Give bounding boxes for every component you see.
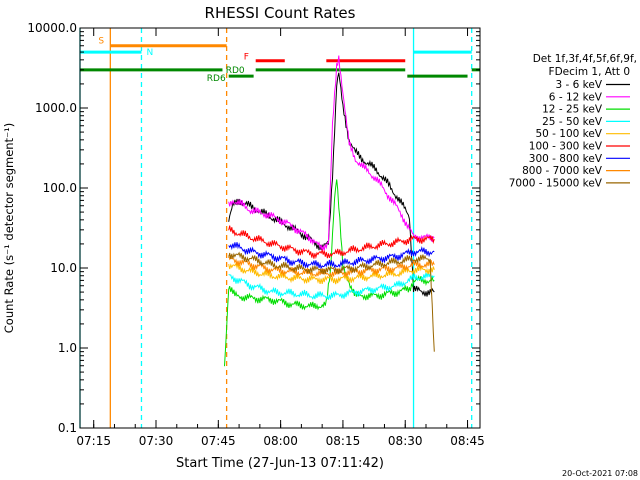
legend-entry-label-2: 12 - 25 keV — [542, 104, 603, 116]
axis-ticks: 07:15 07:30 07:45 08:00 08:15 08:30 08:45 0.1 1.… — [27, 21, 484, 448]
legend-header-1: FDecim 1, Att 0 — [549, 66, 630, 78]
series-line-1 — [228, 55, 435, 252]
x-axis-label: Start Time (27-Jun-13 07:11:42) — [176, 456, 384, 471]
y-tick-label-4: 1000.0 — [35, 101, 77, 115]
legend-header-0: Det 1f,3f,4f,5f,6f,9f, — [533, 53, 637, 65]
series-line-2 — [224, 179, 435, 367]
legend-entry-label-4: 50 - 100 keV — [535, 128, 602, 140]
flag-label-rd0: RD0 — [226, 66, 245, 76]
legend: Det 1f,3f,4f,5f,6f,9f,FDecim 1, Att 03 -… — [509, 53, 637, 189]
legend-entry-label-1: 6 - 12 keV — [549, 91, 603, 103]
series-lines — [224, 55, 435, 367]
y-tick-label-0: 0.1 — [58, 421, 77, 435]
x-tick-label-6: 08:45 — [450, 434, 485, 448]
timestamp: 20-Oct-2021 07:08 — [562, 469, 638, 478]
x-tick-label-4: 08:15 — [326, 434, 361, 448]
series-line-6 — [228, 242, 435, 270]
series-line-4 — [228, 262, 435, 285]
y-tick-label-5: 10000.0 — [27, 21, 77, 35]
x-tick-label-3: 08:00 — [263, 434, 298, 448]
x-tick-label-0: 07:15 — [76, 434, 111, 448]
legend-entry-label-7: 800 - 7000 keV — [522, 165, 603, 177]
y-axis-label: Count Rate (s⁻¹ detector segment⁻¹) — [2, 123, 16, 333]
plot-frame — [79, 27, 481, 429]
series-line-3 — [228, 271, 435, 300]
flag-label-f: F — [244, 53, 249, 63]
series-line-8 — [228, 251, 435, 352]
y-tick-label-3: 100.0 — [43, 181, 77, 195]
legend-entry-label-3: 25 - 50 keV — [542, 116, 603, 128]
legend-entry-label-6: 300 - 800 keV — [529, 153, 603, 165]
flag-label-rd6: RD6 — [207, 74, 226, 84]
x-tick-label-1: 07:30 — [139, 434, 174, 448]
flag-label-n: N — [146, 48, 153, 58]
x-tick-label-5: 08:30 — [388, 434, 423, 448]
flag-label-s: S — [98, 37, 104, 47]
y-tick-label-2: 10.0 — [50, 261, 77, 275]
y-tick-label-1: 1.0 — [58, 341, 77, 355]
legend-entry-label-8: 7000 - 15000 keV — [509, 177, 603, 189]
x-tick-label-2: 07:45 — [201, 434, 236, 448]
legend-entry-label-0: 3 - 6 keV — [555, 79, 602, 91]
chart-title: RHESSI Count Rates — [205, 4, 356, 22]
legend-entry-label-5: 100 - 300 keV — [529, 141, 603, 153]
series-line-5 — [228, 225, 435, 260]
